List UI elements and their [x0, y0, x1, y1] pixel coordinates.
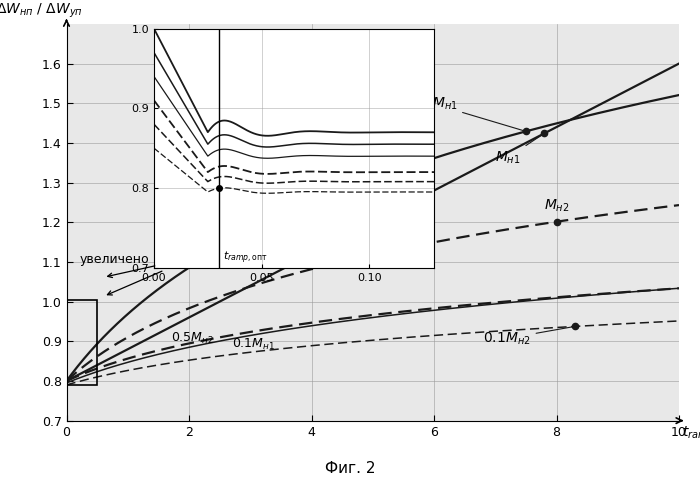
Text: $0.1M_{н1}$: $0.1M_{н1}$: [232, 337, 275, 352]
Text: увеличено: увеличено: [80, 253, 150, 266]
Text: $0.5M_{н2}$: $0.5M_{н2}$: [171, 331, 213, 346]
Text: $M_{н1}$: $M_{н1}$: [496, 135, 542, 165]
Text: Фиг. 2: Фиг. 2: [325, 461, 375, 476]
Text: $M_{н2}$: $M_{н2}$: [545, 198, 570, 222]
Text: $\Delta W_{нп}$ / $\Delta W_{уп}$: $\Delta W_{нп}$ / $\Delta W_{уп}$: [0, 1, 83, 20]
Text: $0.5M_{н1}$: $0.5M_{н1}$: [410, 96, 523, 130]
Bar: [66, 300, 97, 385]
Text: $0.1M_{н2}$: $0.1M_{н2}$: [483, 327, 572, 347]
Text: $t_{ramp}$, с: $t_{ramp}$, с: [682, 424, 700, 443]
Text: $t_{ramp,\text{опт}}$: $t_{ramp,\text{опт}}$: [223, 250, 268, 266]
